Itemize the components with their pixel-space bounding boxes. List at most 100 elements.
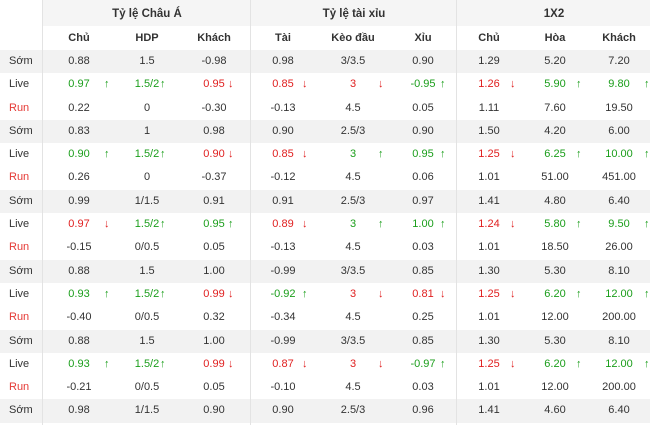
- odds-value: 5.30: [544, 264, 566, 277]
- odds-value: 1.01: [478, 241, 500, 254]
- odds-value: -0.13: [270, 101, 296, 114]
- col-header-opening-line: Kèo đầu: [331, 32, 375, 44]
- odds-row-live: Live 0.90 ↑ 1.5/2 ↑ 0.90 ↓ 0.85 ↓ 3 ↑ 0.95 ↑ 1.25 ↓ 6.2…: [0, 143, 650, 166]
- odds-value: 200.00: [602, 381, 636, 394]
- odds-value: 12.00: [605, 357, 633, 370]
- odds-value: 0.93: [68, 357, 90, 370]
- odds-value: -0.95: [410, 78, 436, 91]
- odds-value: 0.88: [68, 334, 90, 347]
- group-header-asian-handicap: Tỷ lệ Châu Á: [42, 0, 251, 26]
- arrow-up-icon: ↑: [104, 148, 110, 161]
- odds-value: 1.25: [478, 357, 500, 370]
- odds-value: 0.83: [68, 124, 90, 137]
- odds-value: 2.5/3: [340, 124, 366, 137]
- odds-row-live: Live 0.97 ↑ 1.5/2 ↑ 0.95 ↓ 0.85 ↓ 3 ↓ -0.95 ↑ 1.26 ↓ 5.…: [0, 73, 650, 96]
- odds-value: 26.00: [605, 241, 633, 254]
- odds-value: 0.99: [203, 357, 225, 370]
- odds-value: 12.00: [541, 381, 569, 394]
- odds-value: 3: [349, 218, 357, 231]
- group-header-1x2: 1X2: [456, 0, 650, 26]
- odds-value: 1.25: [478, 287, 500, 300]
- odds-value: 5.20: [544, 55, 566, 67]
- odds-value: 0.99: [203, 287, 225, 300]
- odds-value: 4.5: [345, 171, 361, 184]
- odds-value: 0.81: [412, 287, 434, 300]
- odds-value: 0/0.5: [134, 241, 160, 254]
- odds-value: 3: [349, 357, 357, 370]
- arrow-up-icon: ↑: [160, 287, 166, 300]
- odds-value: 12.00: [541, 311, 569, 324]
- odds-value: 12.00: [605, 287, 633, 300]
- odds-row-live: Live 0.97 ↓ 1.5/2 ↑ 0.95 ↑ 0.89 ↓ 3 ↑ 1.00 ↑ 1.24 ↓ 5.8…: [0, 213, 650, 236]
- arrow-down-icon: ↓: [302, 218, 308, 231]
- odds-value: 0.95: [412, 148, 434, 161]
- odds-value: 0.85: [272, 148, 294, 161]
- column-divider: [42, 0, 43, 425]
- col-header-home-win: Chủ: [478, 32, 500, 44]
- arrow-down-icon: ↓: [228, 287, 234, 300]
- arrow-up-icon: ↑: [576, 78, 582, 91]
- odds-value: 3/3.5: [340, 264, 366, 277]
- arrow-up-icon: ↑: [104, 78, 110, 91]
- odds-value: 0.93: [68, 287, 90, 300]
- odds-value: 6.20: [544, 287, 566, 300]
- odds-value: 0.89: [272, 218, 294, 231]
- odds-value: 18.50: [541, 241, 569, 254]
- arrow-up-icon: ↑: [228, 218, 234, 231]
- odds-value: 1.5/2: [134, 287, 160, 300]
- odds-value: 2.5/3: [340, 404, 366, 417]
- arrow-up-icon: ↑: [576, 218, 582, 231]
- arrow-down-icon: ↓: [302, 78, 308, 91]
- odds-value: 1.00: [412, 218, 434, 231]
- odds-value: 3/3.5: [340, 55, 366, 67]
- odds-value: 1.5: [139, 334, 155, 347]
- odds-row-som: Sớm 0.88 1.5 1.00 -0.99 3/3.5 0.85 1.30 5.30 8.10: [0, 329, 650, 353]
- row-label: Sớm: [9, 124, 33, 137]
- odds-value: 6.25: [544, 148, 566, 161]
- odds-value: 1.00: [203, 264, 225, 277]
- odds-value: 0.91: [272, 194, 294, 207]
- odds-value: 0.97: [412, 194, 434, 207]
- odds-value: 0.88: [68, 264, 90, 277]
- odds-value: -0.10: [270, 381, 296, 394]
- odds-value: 6.20: [544, 357, 566, 370]
- odds-value: 0.85: [272, 78, 294, 91]
- odds-value: 0: [143, 171, 151, 184]
- odds-value: 7.60: [544, 101, 566, 114]
- odds-value: 1.24: [478, 218, 500, 231]
- odds-value: 0.95: [203, 218, 225, 231]
- odds-row-run: Run -0.15 0/0.5 0.05 -0.13 4.5 0.03 1.01 18.50 26…: [0, 236, 650, 259]
- row-label: Sớm: [9, 404, 33, 417]
- odds-value: 3: [349, 148, 357, 161]
- odds-value: 0.22: [68, 101, 90, 114]
- odds-rows: Sớm 0.88 1.5 -0.98 0.98 3/3.5 0.90 1.29 5.20 7.20…: [0, 50, 650, 423]
- odds-value: -0.30: [201, 101, 227, 114]
- odds-value: 0.05: [203, 381, 225, 394]
- odds-value: -0.13: [270, 241, 296, 254]
- arrow-down-icon: ↓: [510, 218, 516, 231]
- odds-value: 1.50: [478, 124, 500, 137]
- arrow-down-icon: ↓: [228, 357, 234, 370]
- arrow-up-icon: ↑: [440, 357, 446, 370]
- odds-value: -0.99: [270, 264, 296, 277]
- odds-value: 1.01: [478, 311, 500, 324]
- odds-value: 4.5: [345, 311, 361, 324]
- odds-value: 0: [143, 101, 151, 114]
- odds-value: 5.80: [544, 218, 566, 231]
- arrow-up-icon: ↑: [576, 357, 582, 370]
- arrow-down-icon: ↓: [510, 287, 516, 300]
- row-label: Run: [9, 171, 30, 184]
- odds-value: 0.91: [203, 194, 225, 207]
- arrow-down-icon: ↓: [302, 357, 308, 370]
- odds-row-som: Sớm 0.88 1.5 1.00 -0.99 3/3.5 0.85 1.30 5.30 8.10: [0, 259, 650, 283]
- odds-value: 3/3.5: [340, 334, 366, 347]
- row-label: Live: [9, 78, 30, 91]
- column-divider: [456, 0, 457, 425]
- odds-value: 0.85: [412, 264, 434, 277]
- odds-value: -0.99: [270, 334, 296, 347]
- arrow-down-icon: ↓: [510, 148, 516, 161]
- odds-value: 5.30: [544, 334, 566, 347]
- odds-value: 1.25: [478, 148, 500, 161]
- odds-value: 1.01: [478, 171, 500, 184]
- odds-value: 2.5/3: [340, 194, 366, 207]
